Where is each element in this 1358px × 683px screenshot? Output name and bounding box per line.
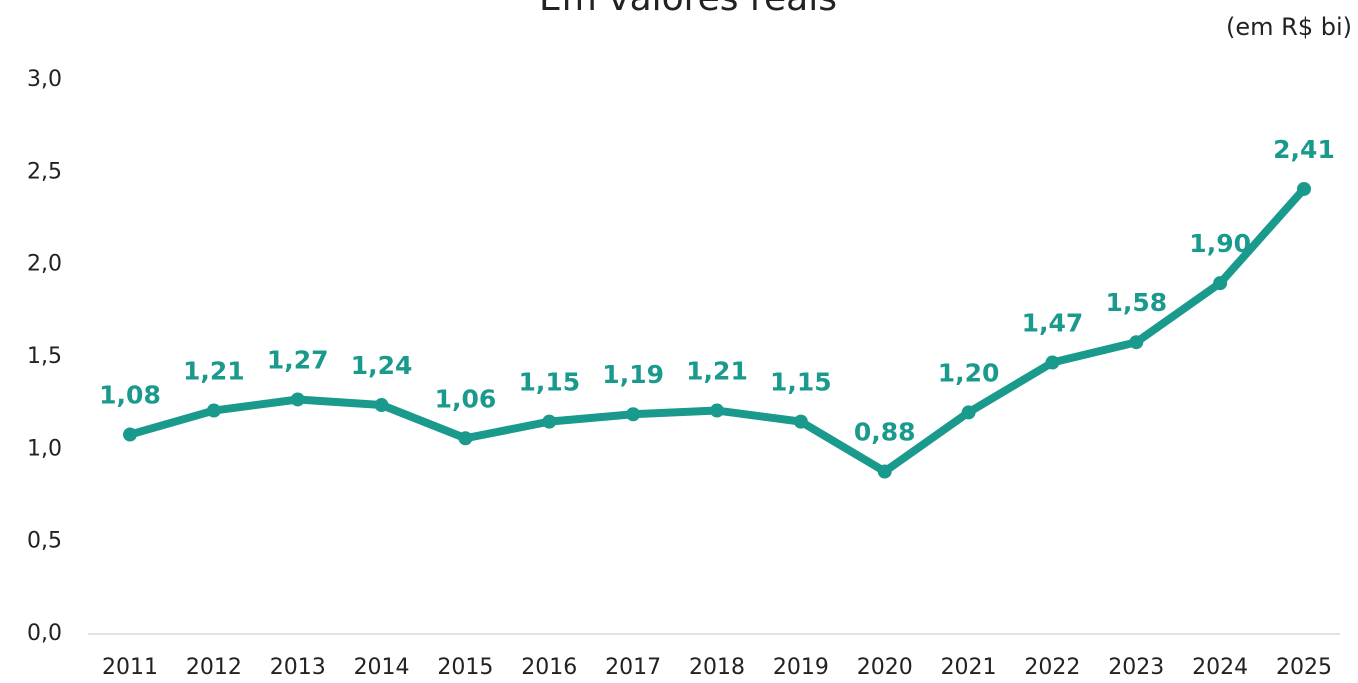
x-tick-label: 2011 <box>102 655 158 680</box>
data-label: 1,47 <box>1022 309 1084 338</box>
y-tick-label: 2,5 <box>27 159 62 184</box>
x-tick-label: 2022 <box>1024 655 1080 680</box>
y-tick-label: 1,0 <box>27 436 62 461</box>
data-label: 1,21 <box>183 357 245 386</box>
point <box>123 427 137 442</box>
data-label: 1,15 <box>770 368 832 397</box>
data-label: 1,15 <box>518 368 580 397</box>
y-tick-label: 1,5 <box>27 344 62 369</box>
chart-title: Em valores reais <box>539 0 837 19</box>
point <box>1129 335 1144 350</box>
x-tick-label: 2018 <box>689 655 745 680</box>
y-tick-label: 0,0 <box>27 621 62 646</box>
point <box>374 398 389 413</box>
point <box>626 407 641 422</box>
x-tick-label: 2024 <box>1192 655 1248 680</box>
point <box>1045 355 1060 370</box>
data-label: 1,19 <box>602 360 664 389</box>
x-tick-label: 2017 <box>605 655 661 680</box>
x-tick-label: 2014 <box>354 655 410 680</box>
chart-subtitle: (em R$ bi) <box>1226 13 1352 41</box>
data-label: 1,90 <box>1189 229 1251 258</box>
point <box>877 464 892 479</box>
point <box>206 403 221 418</box>
point <box>961 405 976 420</box>
point <box>710 403 724 418</box>
line <box>128 186 1307 476</box>
x-tick-label: 2015 <box>437 655 493 680</box>
x-tick-label: 2020 <box>857 655 913 680</box>
y-tick-label: 2,0 <box>27 252 62 277</box>
data-label: 1,27 <box>267 345 329 374</box>
y-tick-label: 3,0 <box>27 67 62 92</box>
x-tick-label: 2013 <box>270 655 326 680</box>
y-tick-label: 0,5 <box>27 529 62 554</box>
data-label: 1,20 <box>938 358 1000 387</box>
data-label: 1,24 <box>351 351 413 380</box>
point <box>1213 276 1228 291</box>
x-tick-label: 2016 <box>521 655 577 680</box>
data-label: 1,21 <box>686 357 748 386</box>
data-label: 1,08 <box>99 381 161 410</box>
point <box>542 414 557 429</box>
x-tick-label: 2019 <box>773 655 829 680</box>
point <box>290 392 305 407</box>
x-tick-label: 2023 <box>1108 655 1164 680</box>
data-label: 1,06 <box>435 384 497 413</box>
data-label: 0,88 <box>854 417 916 446</box>
point <box>793 414 808 429</box>
x-tick-label: 2012 <box>186 655 242 680</box>
point <box>458 431 473 446</box>
data-label: 2,41 <box>1273 135 1335 164</box>
x-tick-label: 2025 <box>1276 655 1332 680</box>
x-tick-label: 2021 <box>941 655 997 680</box>
data-label: 1,58 <box>1105 288 1167 317</box>
point <box>1297 181 1311 196</box>
